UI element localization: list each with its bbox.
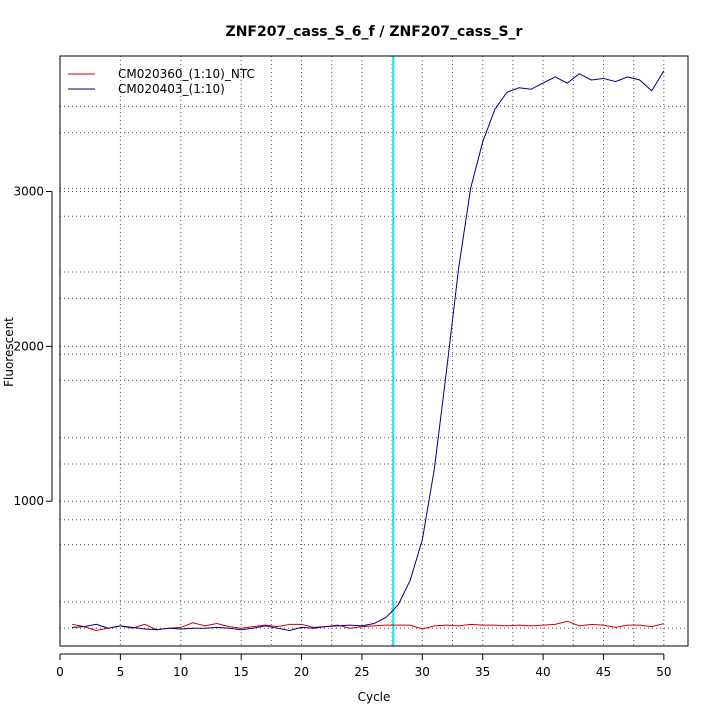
x-tick-label: 0 (56, 665, 64, 679)
x-tick-label: 5 (117, 665, 125, 679)
series-layer (71, 70, 665, 632)
x-tick-label: 20 (294, 665, 309, 679)
plot-frame (59, 55, 689, 647)
y-tick-label: 1000 (13, 494, 44, 508)
x-tick-label: 30 (415, 665, 430, 679)
x-axis-label: Cycle (358, 690, 391, 704)
x-tick-label: 10 (173, 665, 188, 679)
x-tick-label: 40 (535, 665, 550, 679)
gridlines (60, 56, 688, 646)
x-tick-label: 35 (475, 665, 490, 679)
legend-label-1: CM020360_(1:10)_NTC (118, 67, 255, 81)
y-tick-label: 3000 (13, 184, 44, 198)
x-axis: 0 5 10 15 20 25 30 35 40 45 50 (56, 653, 671, 679)
y-axis-label: Fluorescent (2, 317, 16, 387)
legend-label-2: CM020403_(1:10) (118, 82, 225, 96)
x-tick-label: 15 (234, 665, 249, 679)
chart-title: ZNF207_cass_S_6_f / ZNF207_cass_S_r (226, 24, 523, 40)
y-tick-label: 2000 (13, 339, 44, 353)
x-tick-label: 45 (596, 665, 611, 679)
y-axis: 1000 2000 3000 (13, 184, 53, 508)
x-tick-label: 25 (354, 665, 369, 679)
x-tick-label: 50 (656, 665, 671, 679)
series-line-2 (72, 70, 665, 632)
